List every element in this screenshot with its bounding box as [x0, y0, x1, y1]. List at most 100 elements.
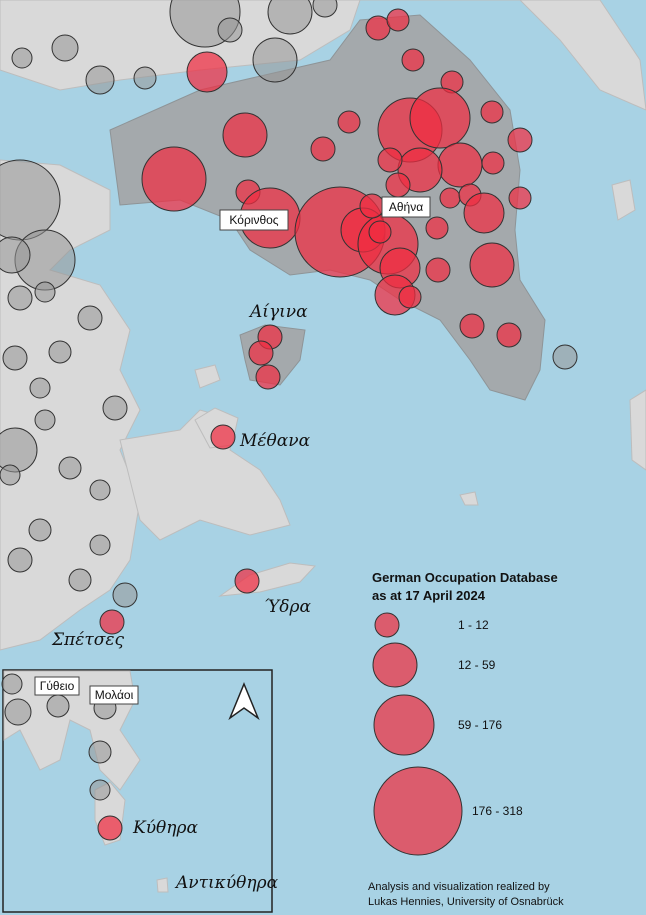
site-circle	[310, 136, 336, 162]
site-circle	[398, 285, 422, 309]
site-circle	[4, 698, 32, 726]
site-circle	[48, 340, 72, 364]
site-circle	[58, 456, 82, 480]
site-circle	[51, 34, 79, 62]
legend-label: 59 - 176	[458, 718, 502, 732]
site-circle	[217, 17, 243, 43]
place-label: Κόρινθος	[229, 213, 278, 227]
site-circle	[267, 0, 313, 35]
site-circle	[401, 48, 425, 72]
credit: Lukas Hennies, University of Osnabrück	[368, 896, 564, 908]
site-circle	[186, 51, 228, 93]
place-label: Μέθανα	[239, 431, 311, 451]
site-circle	[507, 127, 533, 153]
site-circle	[496, 322, 522, 348]
place-label: Γύθειο	[40, 679, 75, 693]
credit: Analysis and visualization realized by	[368, 881, 550, 893]
north-arrow	[228, 682, 260, 721]
legend-circle	[372, 642, 418, 688]
land-islet	[629, 389, 646, 471]
site-circle	[248, 340, 274, 366]
site-circle	[7, 285, 33, 311]
site-circle	[85, 65, 115, 95]
circles	[0, 0, 578, 635]
site-circle	[46, 694, 70, 718]
site-circle	[552, 344, 578, 370]
site-circle	[68, 568, 92, 592]
site-circle	[99, 609, 125, 635]
site-circle	[386, 8, 410, 32]
legend-label: 1 - 12	[458, 618, 489, 632]
site-circle	[337, 110, 361, 134]
site-circle	[88, 740, 112, 764]
site-circle	[29, 377, 51, 399]
land-islet	[459, 491, 479, 506]
place-label: Αθήνα	[389, 200, 423, 214]
land-north	[0, 0, 646, 111]
site-circle	[425, 257, 451, 283]
site-circle	[252, 37, 298, 83]
site-circle	[2, 345, 28, 371]
legend-circle	[373, 694, 435, 756]
place-label: Αντικύθηρα	[174, 873, 279, 893]
site-circle	[133, 66, 157, 90]
site-circle	[97, 815, 123, 841]
site-circle	[377, 147, 403, 173]
legend-title: German Occupation Database	[372, 570, 558, 585]
site-circle	[365, 15, 391, 41]
site-circle	[1, 673, 23, 695]
label-box	[219, 209, 289, 231]
site-circle	[89, 479, 111, 501]
site-circle	[89, 779, 111, 801]
legend-label: 12 - 59	[458, 658, 496, 672]
site-circle	[34, 409, 56, 431]
site-circle	[11, 47, 33, 69]
site-circle	[368, 220, 392, 244]
legend-title: as at 17 April 2024	[372, 588, 486, 603]
site-circle	[28, 518, 52, 542]
legend-label: 176 - 318	[472, 804, 523, 818]
place-label: Ύδρα	[264, 597, 311, 617]
site-circle	[312, 0, 338, 18]
inset-antikythira	[156, 877, 169, 893]
place-label: Αίγινα	[248, 302, 308, 322]
site-circle	[102, 395, 128, 421]
site-circle	[480, 100, 504, 124]
land-islet	[611, 179, 636, 221]
legend-circle	[374, 612, 400, 638]
site-circle	[0, 236, 31, 274]
site-circle	[385, 172, 411, 198]
legend-circle	[373, 766, 463, 856]
legend-symbols	[372, 612, 463, 856]
site-circle	[459, 313, 485, 339]
site-circle	[469, 242, 515, 288]
site-circle	[255, 364, 281, 390]
label-box	[34, 676, 80, 696]
site-circle	[508, 186, 532, 210]
site-circle	[7, 547, 33, 573]
site-circle	[437, 142, 483, 188]
label-box	[381, 196, 431, 218]
site-circle	[425, 216, 449, 240]
site-circle	[141, 146, 207, 212]
site-circle	[463, 192, 505, 234]
site-circle	[481, 151, 505, 175]
site-circle	[89, 534, 111, 556]
inset-circles	[1, 673, 123, 841]
place-label: Κύθηρα	[132, 818, 198, 838]
land-islet	[194, 364, 221, 389]
site-circle	[210, 424, 236, 450]
place-label: Μολάοι	[95, 688, 134, 702]
label-box	[89, 685, 139, 705]
site-circle	[234, 568, 260, 594]
site-circle	[77, 305, 103, 331]
site-circle	[34, 281, 56, 303]
place-label: Σπέτσες	[51, 630, 124, 650]
site-circle	[409, 87, 471, 149]
site-circle	[222, 112, 268, 158]
inset-frame	[2, 669, 273, 913]
site-circle	[0, 464, 21, 486]
site-circle	[439, 187, 461, 209]
site-circle	[359, 193, 385, 219]
